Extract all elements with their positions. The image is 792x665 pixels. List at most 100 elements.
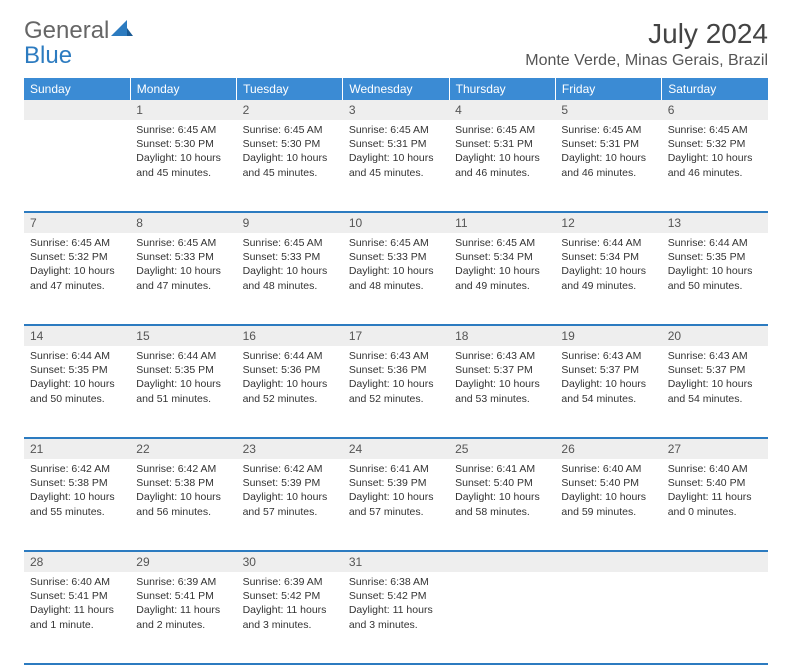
- dl2-text: and 52 minutes.: [349, 392, 443, 406]
- dl2-text: and 46 minutes.: [561, 166, 655, 180]
- logo-sail-icon: [111, 18, 133, 43]
- sunrise-text: Sunrise: 6:45 AM: [668, 123, 762, 137]
- day-detail: Sunrise: 6:45 AMSunset: 5:30 PMDaylight:…: [130, 120, 236, 186]
- header: General July 2024 Monte Verde, Minas Ger…: [24, 18, 768, 70]
- day-detail: Sunrise: 6:39 AMSunset: 5:42 PMDaylight:…: [237, 572, 343, 638]
- dl1-text: Daylight: 11 hours: [668, 490, 762, 504]
- day-header: Friday: [555, 78, 661, 100]
- day-number: 31: [343, 551, 449, 572]
- day-header: Tuesday: [237, 78, 343, 100]
- day-number: 5: [555, 100, 661, 120]
- dl2-text: and 47 minutes.: [136, 279, 230, 293]
- day-cell: Sunrise: 6:44 AMSunset: 5:35 PMDaylight:…: [24, 346, 130, 438]
- day-detail: Sunrise: 6:40 AMSunset: 5:40 PMDaylight:…: [555, 459, 661, 525]
- sunrise-text: Sunrise: 6:45 AM: [349, 236, 443, 250]
- sunrise-text: Sunrise: 6:40 AM: [561, 462, 655, 476]
- sunset-text: Sunset: 5:34 PM: [455, 250, 549, 264]
- sunrise-text: Sunrise: 6:45 AM: [243, 123, 337, 137]
- week-row: Sunrise: 6:45 AM Sunset: 5:32 PM Daylight:…: [24, 233, 768, 325]
- day-detail: Sunrise: 6:38 AMSunset: 5:42 PMDaylight:…: [343, 572, 449, 638]
- dl1-text: Daylight: 10 hours: [349, 377, 443, 391]
- daynum-row: 21222324252627: [24, 438, 768, 459]
- day-number: 21: [24, 438, 130, 459]
- dl1-text: Daylight: 10 hours: [243, 264, 337, 278]
- day-number: 27: [662, 438, 768, 459]
- day-cell: Sunrise: 6:44 AMSunset: 5:35 PMDaylight:…: [662, 233, 768, 325]
- sunrise-text: Sunrise: 6:44 AM: [243, 349, 337, 363]
- day-number: 13: [662, 212, 768, 233]
- sunrise-text: Sunrise: 6:39 AM: [136, 575, 230, 589]
- dl1-text: Daylight: 10 hours: [30, 490, 124, 504]
- day-cell: Sunrise: 6:45 AMSunset: 5:34 PMDaylight:…: [449, 233, 555, 325]
- day-number: 12: [555, 212, 661, 233]
- dl2-text: and 50 minutes.: [30, 392, 124, 406]
- day-cell: Sunrise: 6:42 AMSunset: 5:39 PMDaylight:…: [237, 459, 343, 551]
- dl1-text: Daylight: 10 hours: [455, 264, 549, 278]
- dl1-text: Daylight: 10 hours: [243, 151, 337, 165]
- day-detail: Sunrise: 6:45 AMSunset: 5:31 PMDaylight:…: [555, 120, 661, 186]
- sunrise-text: Sunrise: 6:43 AM: [349, 349, 443, 363]
- daynum-row: 28293031: [24, 551, 768, 572]
- dl2-text: and 56 minutes.: [136, 505, 230, 519]
- sunset-text: Sunset: 5:31 PM: [349, 137, 443, 151]
- sunset-text: Sunset: 5:32 PM: [30, 250, 124, 264]
- day-detail: Sunrise: 6:45 AMSunset: 5:32 PMDaylight:…: [24, 233, 130, 299]
- day-cell: [555, 572, 661, 664]
- sunset-text: Sunset: 5:37 PM: [668, 363, 762, 377]
- day-cell: Sunrise: 6:40 AMSunset: 5:40 PMDaylight:…: [662, 459, 768, 551]
- sunrise-text: Sunrise: 6:44 AM: [561, 236, 655, 250]
- day-cell: Sunrise: 6:39 AMSunset: 5:41 PMDaylight:…: [130, 572, 236, 664]
- sunset-text: Sunset: 5:33 PM: [243, 250, 337, 264]
- sunrise-text: Sunrise: 6:45 AM: [136, 236, 230, 250]
- dl1-text: Daylight: 10 hours: [561, 490, 655, 504]
- sunset-text: Sunset: 5:39 PM: [243, 476, 337, 490]
- dl1-text: Daylight: 10 hours: [455, 151, 549, 165]
- dl1-text: Daylight: 11 hours: [30, 603, 124, 617]
- day-cell: Sunrise: 6:40 AMSunset: 5:40 PMDaylight:…: [555, 459, 661, 551]
- week-row: Sunrise: 6:42 AMSunset: 5:38 PMDaylight:…: [24, 459, 768, 551]
- sunset-text: Sunset: 5:30 PM: [243, 137, 337, 151]
- dl1-text: Daylight: 10 hours: [30, 377, 124, 391]
- dl2-text: and 51 minutes.: [136, 392, 230, 406]
- day-number: [449, 551, 555, 572]
- dl2-text: and 54 minutes.: [561, 392, 655, 406]
- dl1-text: Daylight: 10 hours: [243, 377, 337, 391]
- sunset-text: Sunset: 5:42 PM: [243, 589, 337, 603]
- day-header-row: Sunday Monday Tuesday Wednesday Thursday…: [24, 78, 768, 100]
- sunrise-text: Sunrise: 6:45 AM: [561, 123, 655, 137]
- dl1-text: Daylight: 10 hours: [455, 490, 549, 504]
- dl2-text: and 59 minutes.: [561, 505, 655, 519]
- sunrise-text: Sunrise: 6:42 AM: [30, 462, 124, 476]
- day-cell: Sunrise: 6:42 AMSunset: 5:38 PMDaylight:…: [130, 459, 236, 551]
- dl2-text: and 46 minutes.: [455, 166, 549, 180]
- day-number: 6: [662, 100, 768, 120]
- dl2-text: and 45 minutes.: [136, 166, 230, 180]
- dl2-text: and 52 minutes.: [243, 392, 337, 406]
- logo-text-blue: Blue: [24, 42, 72, 70]
- day-cell: Sunrise: 6:45 AMSunset: 5:31 PMDaylight:…: [555, 120, 661, 212]
- sunset-text: Sunset: 5:37 PM: [455, 363, 549, 377]
- dl2-text: and 57 minutes.: [243, 505, 337, 519]
- day-cell: Sunrise: 6:44 AMSunset: 5:36 PMDaylight:…: [237, 346, 343, 438]
- day-number: 25: [449, 438, 555, 459]
- sunset-text: Sunset: 5:31 PM: [455, 137, 549, 151]
- month-title: July 2024: [525, 18, 768, 50]
- dl1-text: Daylight: 10 hours: [349, 490, 443, 504]
- sunset-text: Sunset: 5:36 PM: [349, 363, 443, 377]
- day-cell: Sunrise: 6:45 AMSunset: 5:32 PMDaylight:…: [24, 233, 130, 325]
- day-header: Monday: [130, 78, 236, 100]
- dl2-text: and 57 minutes.: [349, 505, 443, 519]
- day-number: 19: [555, 325, 661, 346]
- dl1-text: Daylight: 10 hours: [561, 377, 655, 391]
- day-detail: Sunrise: 6:40 AMSunset: 5:41 PMDaylight:…: [24, 572, 130, 638]
- sunset-text: Sunset: 5:33 PM: [349, 250, 443, 264]
- dl2-text: and 58 minutes.: [455, 505, 549, 519]
- day-detail: Sunrise: 6:42 AMSunset: 5:39 PMDaylight:…: [237, 459, 343, 525]
- day-detail: Sunrise: 6:43 AMSunset: 5:36 PMDaylight:…: [343, 346, 449, 412]
- day-detail: Sunrise: 6:44 AMSunset: 5:35 PMDaylight:…: [24, 346, 130, 412]
- day-detail: Sunrise: 6:43 AMSunset: 5:37 PMDaylight:…: [555, 346, 661, 412]
- day-number: 4: [449, 100, 555, 120]
- day-number: 2: [237, 100, 343, 120]
- day-header: Saturday: [662, 78, 768, 100]
- sunset-text: Sunset: 5:35 PM: [30, 363, 124, 377]
